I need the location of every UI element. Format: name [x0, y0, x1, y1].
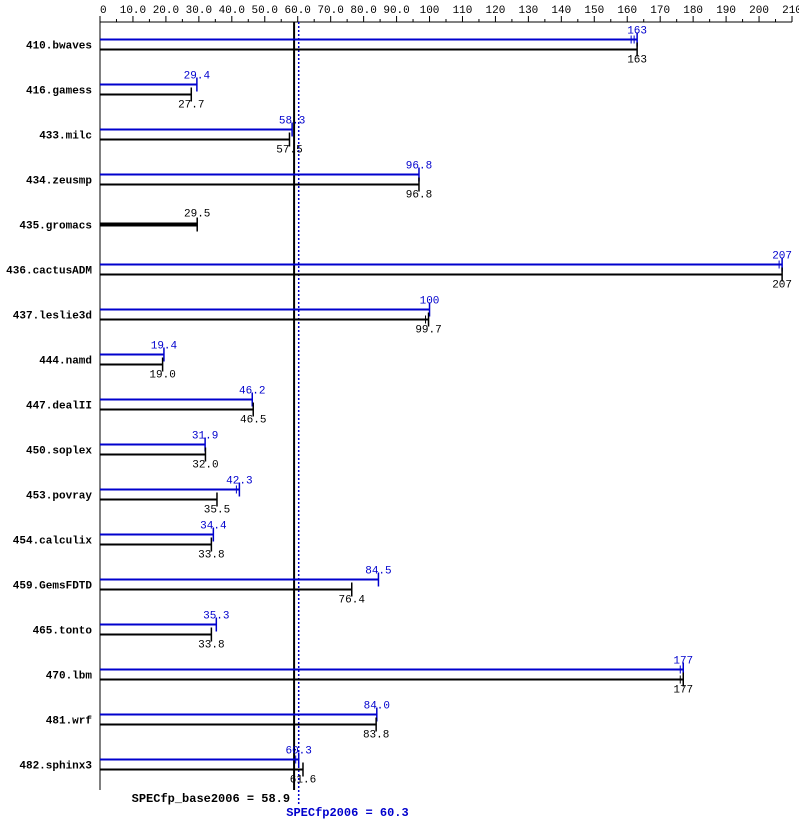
base-value: 27.7: [178, 100, 204, 112]
peak-value: 35.3: [203, 611, 229, 623]
x-tick-label: 160: [617, 5, 637, 17]
peak-value: 34.4: [200, 521, 227, 533]
benchmark-label: 435.gromacs: [19, 221, 92, 233]
benchmark-label: 410.bwaves: [26, 41, 92, 53]
base-value: 35.5: [204, 505, 230, 517]
peak-value: 46.2: [239, 386, 265, 398]
base-value: 19.0: [149, 370, 175, 382]
base-value: 163: [627, 55, 647, 67]
peak-value: 29.4: [184, 71, 211, 83]
base-value: 76.4: [339, 595, 366, 607]
x-tick-label: 110: [453, 5, 473, 17]
base-value: 33.8: [198, 640, 224, 652]
spec-benchmark-chart: 0 10.0 20.0 30.0 40.0 50.0 60.0 70.0 80.0 90.0 100…: [0, 0, 799, 831]
x-tick-label: 40.0: [219, 5, 245, 17]
x-tick-label: 90.0: [383, 5, 409, 17]
benchmark-label: 437.leslie3d: [13, 311, 92, 323]
x-tick-label: 120: [486, 5, 506, 17]
base-value: 177: [673, 685, 693, 697]
x-tick-label: 70.0: [317, 5, 343, 17]
peak-value: 19.4: [151, 341, 178, 353]
peak-value: 207: [772, 251, 792, 263]
base-value: 61.6: [290, 775, 316, 787]
peak-value: 96.8: [406, 161, 432, 173]
peak-value: 163: [627, 26, 647, 38]
benchmark-label: 481.wrf: [46, 716, 93, 728]
benchmark-label: 450.soplex: [26, 446, 92, 458]
benchmark-label: 444.namd: [39, 356, 92, 368]
peak-value: 100: [420, 296, 440, 308]
peak-value: 84.5: [365, 566, 391, 578]
x-tick-label: 170: [650, 5, 670, 17]
base-value: 83.8: [363, 730, 389, 742]
base-value: 32.0: [192, 460, 218, 472]
x-tick-label: 10.0: [120, 5, 146, 17]
benchmark-label: 447.dealII: [26, 401, 92, 413]
benchmark-label: 454.calculix: [13, 536, 93, 548]
peak-value: 58.3: [279, 116, 305, 128]
benchmark-label: 453.povray: [26, 491, 92, 503]
benchmark-label: 459.GemsFDTD: [13, 581, 93, 593]
x-tick-label: 30.0: [186, 5, 212, 17]
x-tick-label: 60.0: [285, 5, 311, 17]
base-value: 46.5: [240, 415, 266, 427]
peak-value: 60.3: [285, 746, 311, 758]
base-value: 96.8: [406, 190, 432, 202]
x-tick-label: 130: [518, 5, 538, 17]
peak-value: 31.9: [192, 431, 218, 443]
peak-value: 177: [673, 656, 693, 668]
peak-summary: SPECfp2006 = 60.3: [286, 806, 408, 820]
peak-value: 84.0: [364, 701, 390, 713]
x-tick-label: 50.0: [252, 5, 278, 17]
x-tick-label: 100: [420, 5, 440, 17]
base-value: 99.7: [415, 325, 441, 337]
benchmark-label: 416.gamess: [26, 86, 92, 98]
x-tick-label: 200: [749, 5, 769, 17]
x-tick-label: 80.0: [350, 5, 376, 17]
x-tick-label: 150: [584, 5, 604, 17]
base-value: 207: [772, 280, 792, 292]
benchmark-label: 482.sphinx3: [19, 761, 92, 773]
x-tick-label: 0: [100, 5, 107, 17]
base-value: 29.5: [184, 209, 210, 221]
benchmark-label: 434.zeusmp: [26, 176, 92, 188]
benchmark-label: 470.lbm: [46, 671, 93, 683]
x-tick-label: 210: [782, 5, 799, 17]
base-value: 33.8: [198, 550, 224, 562]
x-tick-label: 180: [683, 5, 703, 17]
peak-value: 42.3: [226, 476, 252, 488]
benchmark-label: 465.tonto: [33, 626, 93, 638]
base-value: 57.5: [276, 145, 302, 157]
base-summary: SPECfp_base2006 = 58.9: [132, 792, 290, 806]
x-tick-label: 20.0: [153, 5, 179, 17]
benchmark-label: 436.cactusADM: [6, 266, 92, 278]
benchmark-label: 433.milc: [39, 131, 92, 143]
x-tick-label: 190: [716, 5, 736, 17]
x-tick-label: 140: [551, 5, 571, 17]
